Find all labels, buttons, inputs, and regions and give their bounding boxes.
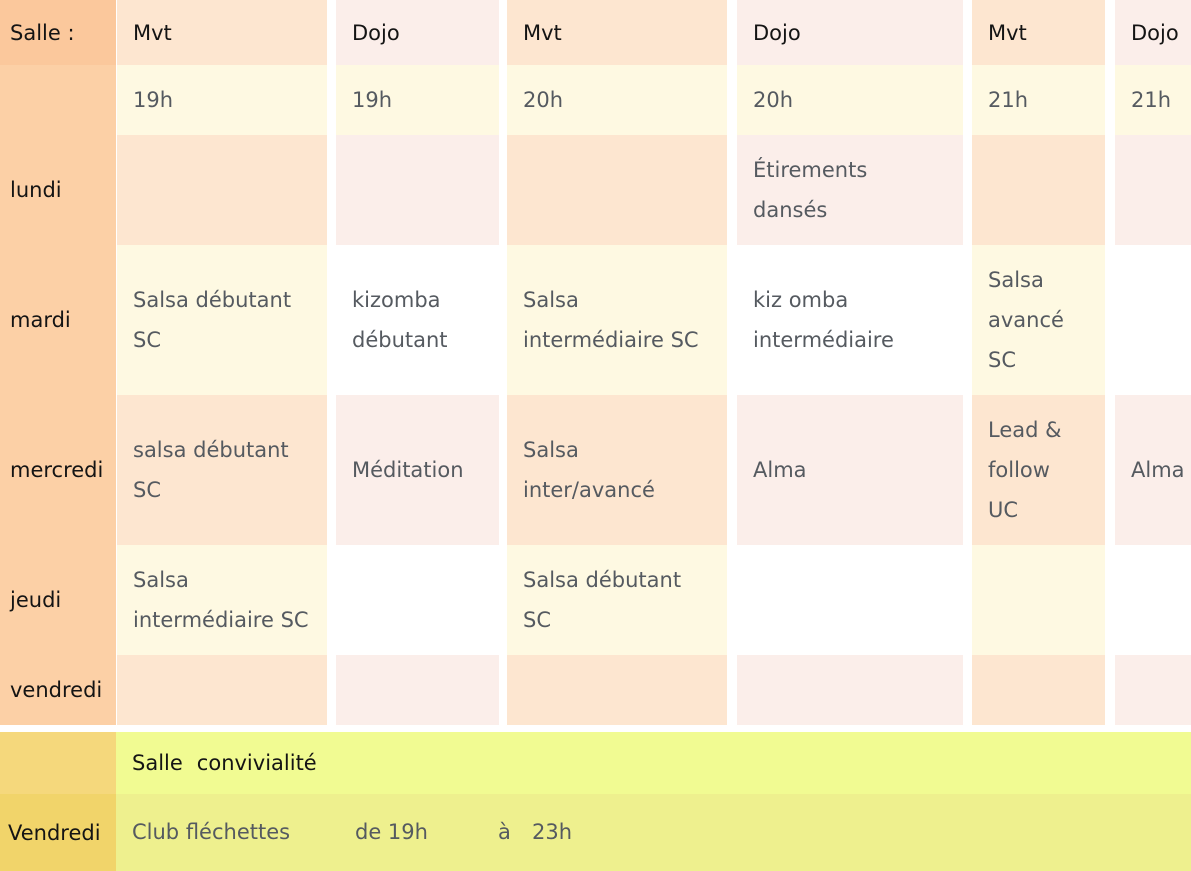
class-cell xyxy=(1115,135,1191,245)
time-row-label xyxy=(0,65,116,135)
class-cell xyxy=(1115,245,1191,395)
conviviality-header-blank xyxy=(0,732,116,794)
day-label-lundi: lundi xyxy=(0,135,116,245)
class-cell xyxy=(507,655,727,725)
class-cell: Lead & follow UC xyxy=(972,395,1105,545)
class-cell: Salsa inter/avancé xyxy=(507,395,727,545)
class-cell: Salsa intermédiaire SC xyxy=(507,245,727,395)
class-cell xyxy=(507,135,727,245)
conviviality-day: Vendredi xyxy=(0,794,116,871)
class-cell xyxy=(737,655,963,725)
class-cell xyxy=(972,135,1105,245)
conviviality-room-label: Salle xyxy=(132,751,183,775)
conviviality-day-label: Vendredi xyxy=(8,820,101,845)
room-header-mvt: Mvt xyxy=(972,0,1105,65)
room-header-label: Salle : xyxy=(0,0,116,65)
class-cell xyxy=(117,135,328,245)
column-separator xyxy=(963,0,972,725)
room-header-mvt: Mvt xyxy=(507,0,727,65)
class-cell: Salsa débutant SC xyxy=(507,545,727,655)
conviviality-header: Salle convivialité xyxy=(116,732,1191,794)
conviviality-row: Club fléchettes de 19h à 23h xyxy=(116,794,1191,871)
class-cell: Alma xyxy=(1115,395,1191,545)
column-separator xyxy=(327,0,336,725)
conviviality-to-word: à xyxy=(498,820,511,844)
time-header: 20h xyxy=(737,65,963,135)
class-cell: Salsa intermédiaire SC xyxy=(117,545,328,655)
class-cell xyxy=(336,135,499,245)
day-label-vendredi: vendredi xyxy=(0,655,116,725)
class-cell: Étirements dansés xyxy=(737,135,963,245)
column-separator xyxy=(727,0,737,725)
class-cell xyxy=(117,655,328,725)
room-header-dojo: Dojo xyxy=(1115,0,1191,65)
conviviality-room-name: convivialité xyxy=(196,751,317,775)
class-cell: Alma xyxy=(737,395,963,545)
class-cell: kizomba débutant xyxy=(336,245,499,395)
day-label-jeudi: jeudi xyxy=(0,545,116,655)
column-separator xyxy=(499,0,507,725)
room-header-dojo: Dojo xyxy=(737,0,963,65)
class-cell xyxy=(972,545,1105,655)
class-cell: Méditation xyxy=(336,395,499,545)
class-cell: kiz omba intermédiaire xyxy=(737,245,963,395)
room-header-mvt: Mvt xyxy=(117,0,328,65)
class-cell xyxy=(972,655,1105,725)
column-separator xyxy=(1105,0,1115,725)
time-header: 21h xyxy=(1115,65,1191,135)
class-cell: salsa débutant SC xyxy=(117,395,328,545)
class-cell xyxy=(737,545,963,655)
conviviality-from: de 19h xyxy=(355,820,428,844)
class-cell: Salsa avancé SC xyxy=(972,245,1105,395)
conviviality-to-time: 23h xyxy=(532,820,573,844)
class-cell: Salsa débutant SC xyxy=(117,245,328,395)
day-label-mardi: mardi xyxy=(0,245,116,395)
time-header: 19h xyxy=(336,65,499,135)
time-header: 20h xyxy=(507,65,727,135)
class-cell xyxy=(336,655,499,725)
time-header: 19h xyxy=(117,65,328,135)
class-cell xyxy=(336,545,499,655)
column-separator xyxy=(116,0,117,725)
day-label-mercredi: mercredi xyxy=(0,395,116,545)
time-header: 21h xyxy=(972,65,1105,135)
class-cell xyxy=(1115,655,1191,725)
class-cell xyxy=(1115,545,1191,655)
conviviality-activity: Club fléchettes xyxy=(132,820,291,844)
room-header-dojo: Dojo xyxy=(336,0,499,65)
